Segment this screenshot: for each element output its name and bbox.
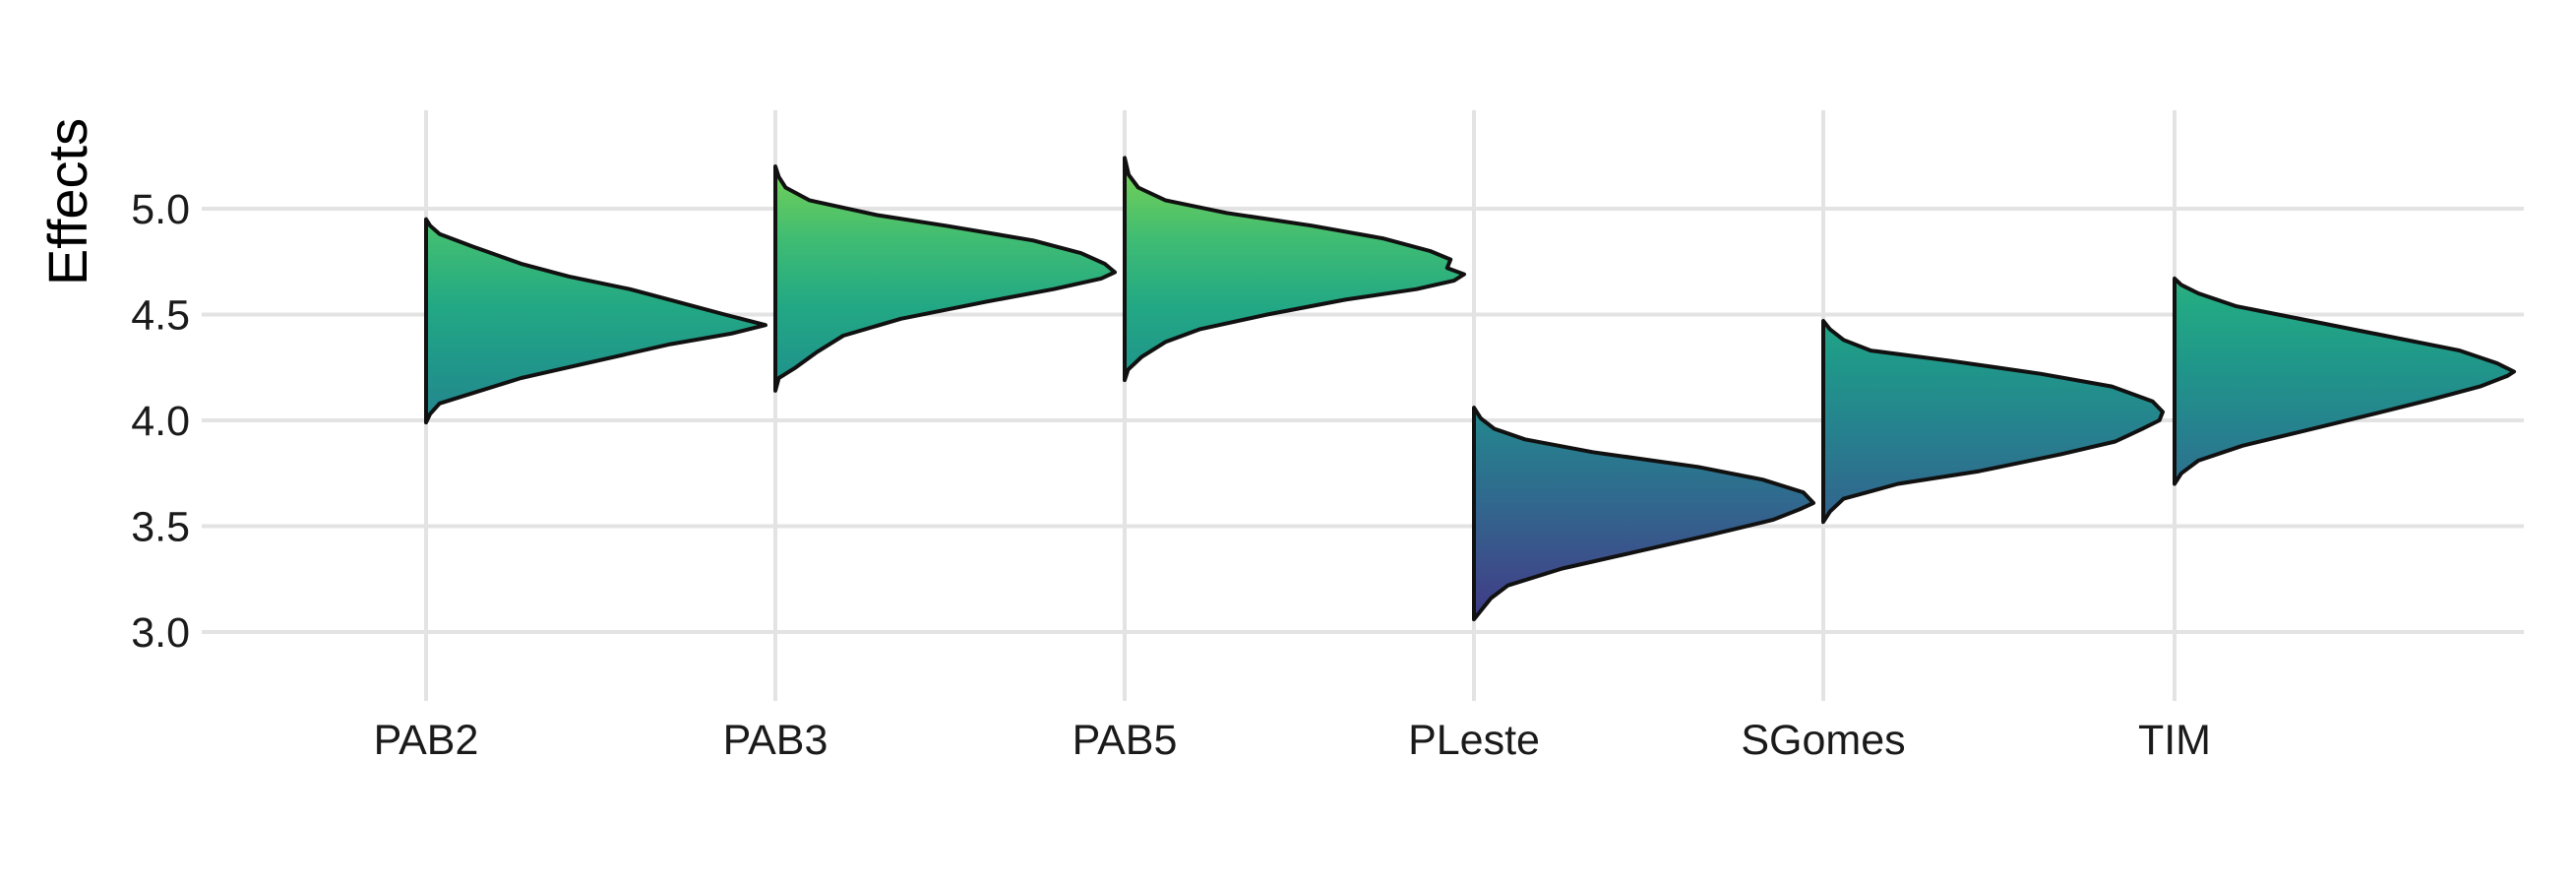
y-tick-label: 3.0 bbox=[131, 609, 190, 657]
violin-pab3 bbox=[773, 164, 1117, 393]
x-tick-label: SGomes bbox=[1741, 717, 1905, 764]
y-tick-label: 4.0 bbox=[131, 398, 190, 445]
y-axis-title: Effects bbox=[36, 118, 98, 285]
x-tick-label: TIM bbox=[2138, 717, 2211, 764]
y-tick-label: 5.0 bbox=[131, 186, 190, 233]
violin-sgomes bbox=[1821, 319, 2165, 525]
violin-tim bbox=[2173, 276, 2516, 486]
violin-pab5 bbox=[1123, 156, 1466, 383]
violins bbox=[424, 156, 2516, 622]
y-axis-ticks: 3.0 3.5 4.0 4.5 5.0 bbox=[131, 186, 190, 657]
x-tick-label: PAB3 bbox=[723, 717, 828, 764]
y-tick-label: 4.5 bbox=[131, 292, 190, 340]
x-tick-label: PLeste bbox=[1408, 717, 1540, 764]
y-tick-label: 3.5 bbox=[131, 504, 190, 551]
x-axis-ticks: PAB2 PAB3 PAB5 PLeste SGomes TIM bbox=[374, 717, 2211, 764]
x-tick-label: PAB2 bbox=[374, 717, 479, 764]
violin-pleste bbox=[1472, 406, 1815, 622]
violin-pab2 bbox=[424, 217, 767, 425]
x-tick-label: PAB5 bbox=[1073, 717, 1178, 764]
